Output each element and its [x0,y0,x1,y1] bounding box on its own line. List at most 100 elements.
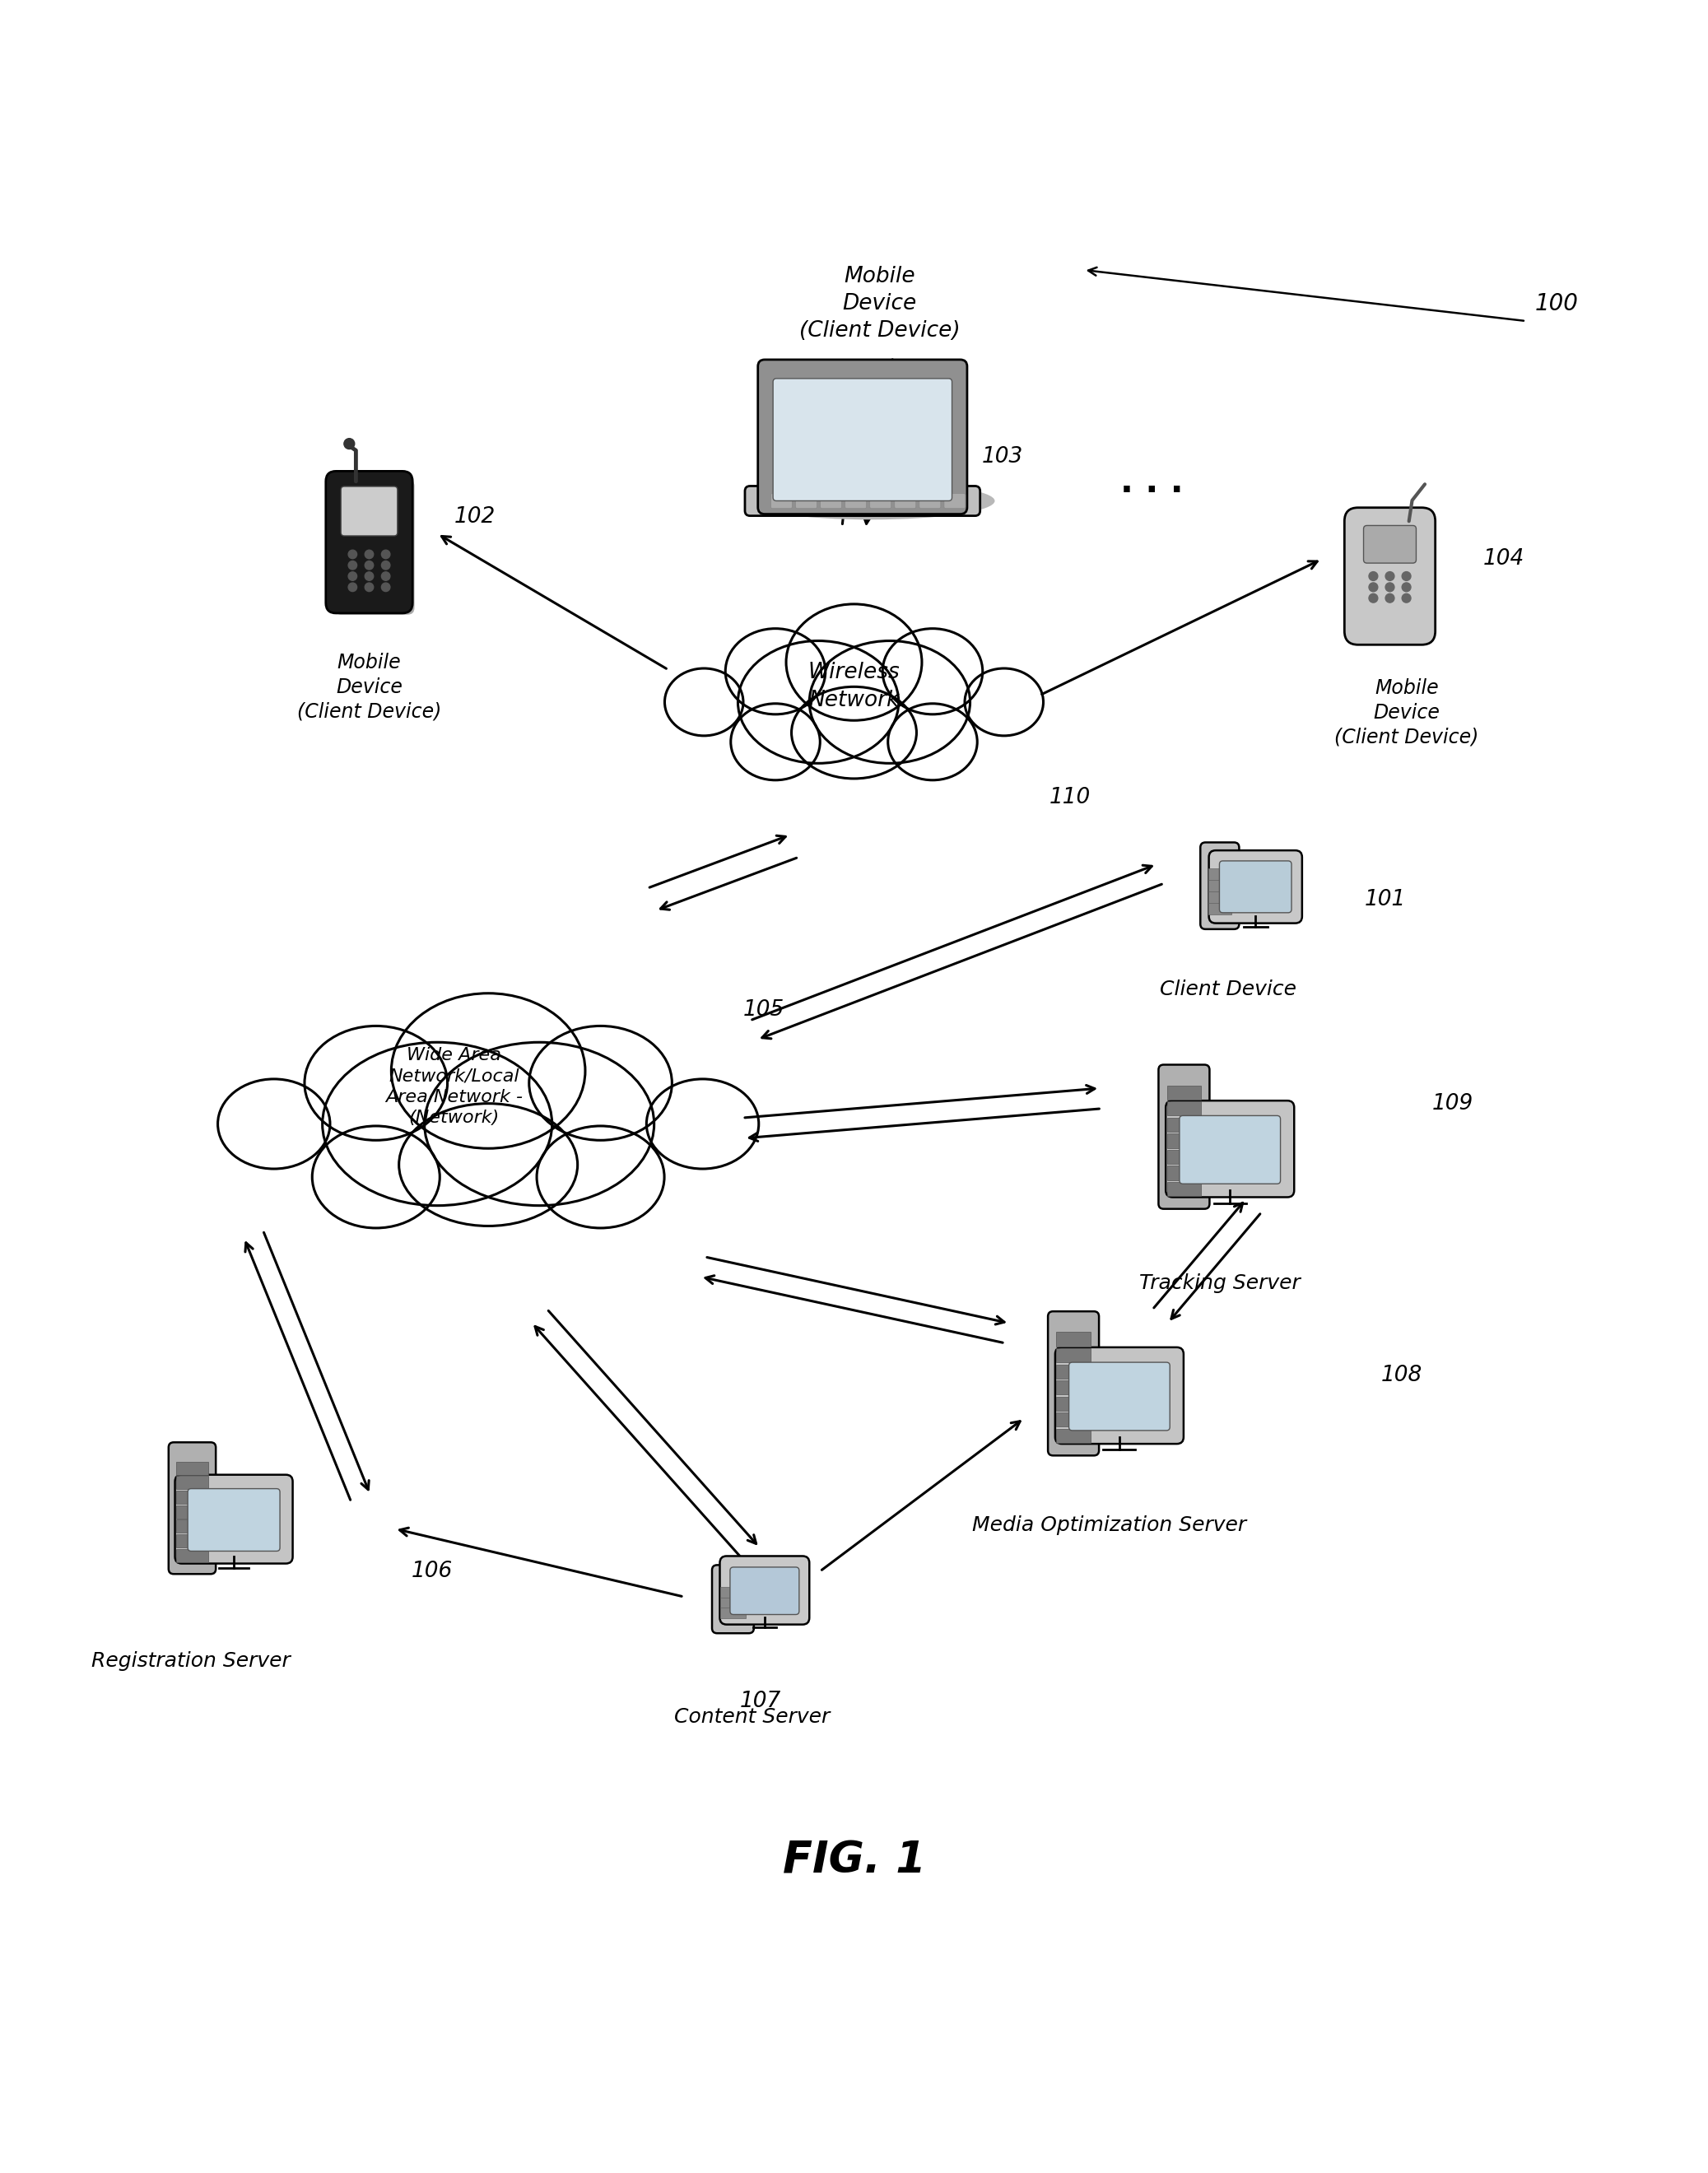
Text: Content Server: Content Server [675,1708,830,1728]
Text: Registration Server: Registration Server [91,1651,290,1671]
Ellipse shape [883,628,982,715]
Text: 106: 106 [412,1560,453,1582]
Text: Media Optimization Server: Media Optimization Server [972,1515,1247,1534]
FancyBboxPatch shape [176,1462,208,1475]
Circle shape [1402,582,1411,591]
Ellipse shape [791,687,917,778]
Text: Wide Area
Network/Local
Area Network -
(Network): Wide Area Network/Local Area Network - (… [386,1047,523,1126]
Circle shape [348,571,357,580]
Circle shape [1385,593,1394,602]
FancyBboxPatch shape [342,487,398,537]
Text: 107: 107 [740,1691,781,1712]
FancyBboxPatch shape [758,359,967,515]
FancyBboxPatch shape [945,493,965,508]
Ellipse shape [748,482,994,519]
FancyBboxPatch shape [721,1586,746,1597]
Text: Wireless
Network: Wireless Network [808,663,900,711]
Circle shape [1385,582,1394,591]
Text: 102: 102 [454,506,495,528]
Text: 103: 103 [982,445,1023,467]
FancyBboxPatch shape [326,472,413,613]
Ellipse shape [313,1126,439,1228]
FancyBboxPatch shape [820,493,842,508]
Ellipse shape [786,604,922,721]
Ellipse shape [400,1104,577,1226]
FancyBboxPatch shape [1201,843,1238,930]
Ellipse shape [304,1026,447,1141]
FancyBboxPatch shape [1167,1102,1295,1197]
FancyBboxPatch shape [1208,869,1231,880]
FancyBboxPatch shape [176,1519,208,1532]
Text: 108: 108 [1382,1365,1423,1386]
Ellipse shape [664,669,743,737]
FancyBboxPatch shape [895,493,915,508]
Text: 110: 110 [1050,787,1091,808]
FancyBboxPatch shape [1167,1086,1201,1100]
FancyBboxPatch shape [1056,1428,1091,1443]
FancyBboxPatch shape [729,1567,799,1615]
FancyBboxPatch shape [1167,1150,1201,1165]
FancyBboxPatch shape [721,1597,746,1608]
FancyBboxPatch shape [1208,880,1231,891]
FancyBboxPatch shape [1158,1065,1209,1208]
Text: Tracking Server: Tracking Server [1139,1273,1300,1293]
Circle shape [1402,593,1411,602]
Ellipse shape [536,1126,664,1228]
Circle shape [366,582,374,591]
FancyBboxPatch shape [1049,1310,1098,1456]
FancyBboxPatch shape [176,1491,208,1504]
FancyBboxPatch shape [176,1549,208,1562]
Circle shape [348,582,357,591]
Circle shape [381,550,389,558]
Text: Mobile
Device
(Client Device): Mobile Device (Client Device) [799,265,960,341]
FancyBboxPatch shape [1167,1134,1201,1147]
Text: 104: 104 [1484,548,1525,569]
Text: 101: 101 [1365,889,1406,910]
FancyBboxPatch shape [745,487,980,515]
FancyBboxPatch shape [176,1475,208,1489]
Circle shape [1385,571,1394,580]
FancyBboxPatch shape [774,378,951,500]
FancyBboxPatch shape [1056,1397,1091,1410]
Ellipse shape [646,1080,758,1169]
FancyBboxPatch shape [1056,1347,1184,1443]
FancyBboxPatch shape [176,1534,208,1547]
FancyBboxPatch shape [712,1565,753,1634]
Ellipse shape [965,669,1044,737]
FancyBboxPatch shape [1167,1182,1201,1195]
FancyBboxPatch shape [1220,861,1291,913]
FancyBboxPatch shape [1344,508,1435,645]
Text: Mobile
Device
(Client Device): Mobile Device (Client Device) [1334,678,1479,748]
Ellipse shape [810,641,970,763]
Circle shape [381,582,389,591]
FancyBboxPatch shape [1167,1167,1201,1180]
FancyBboxPatch shape [169,1443,215,1573]
Circle shape [1368,593,1378,602]
FancyBboxPatch shape [721,1608,746,1619]
Circle shape [1402,571,1411,580]
FancyBboxPatch shape [1208,891,1231,902]
Circle shape [366,571,374,580]
FancyBboxPatch shape [335,480,415,615]
FancyBboxPatch shape [770,493,793,508]
FancyBboxPatch shape [1180,1115,1281,1184]
FancyBboxPatch shape [1167,1117,1201,1132]
FancyBboxPatch shape [1056,1332,1091,1347]
FancyBboxPatch shape [1167,1102,1201,1115]
Text: 109: 109 [1433,1093,1474,1115]
FancyBboxPatch shape [1208,904,1231,915]
Circle shape [348,550,357,558]
Text: Client Device: Client Device [1160,980,1296,1000]
FancyBboxPatch shape [796,493,816,508]
Text: Mobile
Device
(Client Device): Mobile Device (Client Device) [297,652,441,721]
FancyBboxPatch shape [1056,1412,1091,1428]
Circle shape [348,561,357,569]
Ellipse shape [425,1043,654,1206]
Ellipse shape [529,1026,671,1141]
Ellipse shape [391,993,586,1147]
FancyBboxPatch shape [869,493,892,508]
Ellipse shape [738,641,898,763]
FancyBboxPatch shape [1056,1347,1091,1362]
Circle shape [381,561,389,569]
FancyBboxPatch shape [188,1489,280,1552]
